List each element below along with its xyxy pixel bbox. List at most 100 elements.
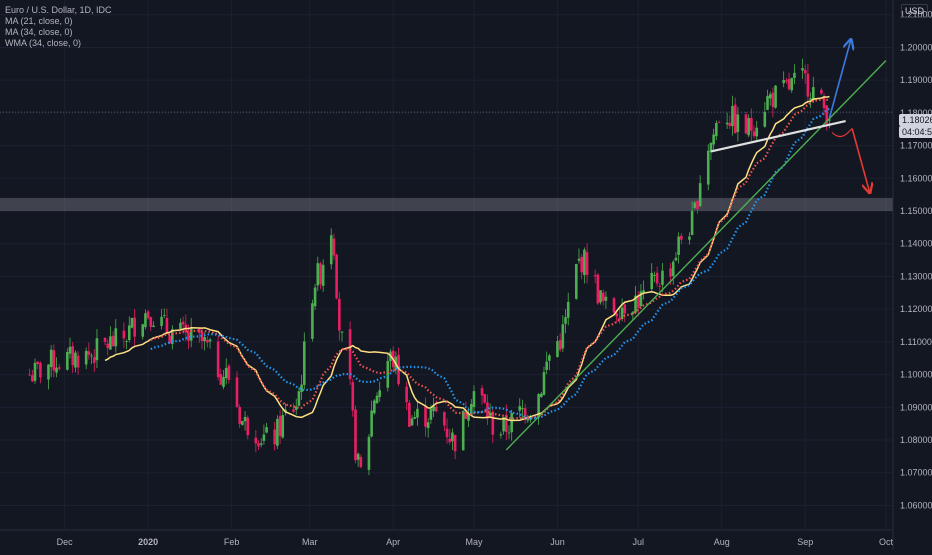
candle-body	[518, 406, 522, 411]
candle-body	[146, 311, 150, 319]
candle-body	[434, 406, 438, 412]
candle-body	[464, 412, 468, 419]
candle-body	[653, 275, 656, 277]
candle-body	[766, 96, 769, 110]
candle-body	[542, 372, 546, 395]
candle-body	[235, 377, 239, 407]
candle-body	[375, 395, 379, 404]
candle-body	[671, 261, 675, 277]
candle-body	[793, 72, 796, 79]
candle-body	[623, 304, 627, 314]
y-tick-label: 1.15000	[900, 206, 932, 216]
candle-body	[413, 417, 417, 419]
candle-body	[340, 331, 344, 333]
candle-body	[257, 443, 260, 447]
candle-body	[359, 456, 363, 467]
candle-body	[111, 335, 115, 347]
candle-body	[488, 412, 492, 416]
candle-body	[725, 122, 729, 125]
candle-body	[276, 418, 279, 446]
candle-body	[410, 418, 414, 426]
bullish-arrow	[828, 39, 851, 118]
candle-body	[618, 318, 621, 321]
currency-label[interactable]: USD	[901, 4, 929, 18]
last-price-tag: 1.18026	[899, 114, 932, 126]
candle-body	[316, 263, 320, 286]
candle-body	[822, 96, 826, 108]
candle-body	[620, 307, 624, 320]
candle-body	[426, 422, 430, 429]
candle-body	[292, 409, 295, 412]
x-tick-label: Feb	[224, 537, 240, 547]
candle-body	[677, 236, 680, 255]
candle-body	[219, 374, 223, 385]
candle-body	[206, 340, 209, 343]
candle-body	[750, 117, 753, 131]
candle-body	[47, 364, 50, 380]
indicator-ma21-label[interactable]: MA (21, close, 0)	[5, 16, 73, 26]
candle-body	[674, 257, 678, 261]
indicator-wma34-label[interactable]: WMA (34, close, 0)	[5, 38, 82, 48]
indicator-ma34-label[interactable]: MA (34, close, 0)	[5, 27, 73, 37]
candle-body	[820, 89, 823, 94]
candle-body	[499, 434, 503, 436]
candle-body	[537, 394, 540, 418]
candle-body	[680, 235, 683, 240]
candle-body	[712, 134, 715, 145]
candle-body	[469, 403, 473, 416]
candle-body	[227, 365, 231, 380]
candle-body	[669, 268, 672, 277]
candle-body	[580, 256, 583, 273]
candle-body	[774, 85, 777, 108]
candle-body	[281, 415, 285, 438]
candle-body	[160, 316, 163, 326]
candle-body	[698, 183, 702, 207]
candle-body	[197, 328, 201, 333]
candle-body	[825, 105, 829, 124]
candle-body	[467, 413, 470, 421]
candle-body	[28, 374, 31, 376]
candle-body	[736, 114, 740, 132]
candle-body	[208, 339, 212, 342]
candle-body	[216, 341, 220, 378]
candle-body	[246, 417, 250, 436]
candle-body	[453, 434, 457, 452]
candle-body	[39, 362, 42, 378]
candle-body	[709, 142, 713, 153]
candle-body	[243, 416, 247, 422]
y-tick-label: 1.09000	[900, 402, 932, 412]
chart-legend: Euro / U.S. Dollar, 1D, IDC MA (21, clos…	[5, 5, 112, 49]
candle-body	[599, 290, 602, 303]
x-tick-label: 2020	[138, 537, 158, 547]
candle-body	[224, 367, 228, 379]
candle-body	[445, 428, 449, 438]
candle-body	[763, 111, 767, 127]
candle-body	[451, 432, 454, 442]
candle-body	[803, 69, 807, 74]
candle-body	[585, 252, 589, 275]
candle-body	[378, 390, 382, 397]
ma34-line	[150, 107, 831, 420]
candle-body	[84, 350, 88, 365]
candle-body	[92, 357, 96, 363]
candle-body	[125, 341, 128, 342]
candle-body	[504, 414, 508, 433]
candle-body	[424, 405, 427, 427]
candle-body	[162, 315, 166, 316]
y-tick-label: 1.19000	[900, 75, 932, 85]
y-tick-label: 1.21000	[900, 10, 932, 20]
candle-body	[655, 272, 659, 284]
candle-body	[706, 150, 710, 185]
candle-body	[806, 73, 810, 97]
candle-body	[545, 361, 548, 370]
candle-body	[715, 122, 718, 137]
candle-body	[303, 341, 306, 385]
y-tick-label: 1.13000	[900, 271, 932, 281]
candle-body	[278, 416, 282, 436]
candle-body	[354, 409, 357, 461]
candle-body	[733, 104, 737, 134]
candle-body	[612, 298, 616, 313]
candle-body	[690, 211, 694, 235]
